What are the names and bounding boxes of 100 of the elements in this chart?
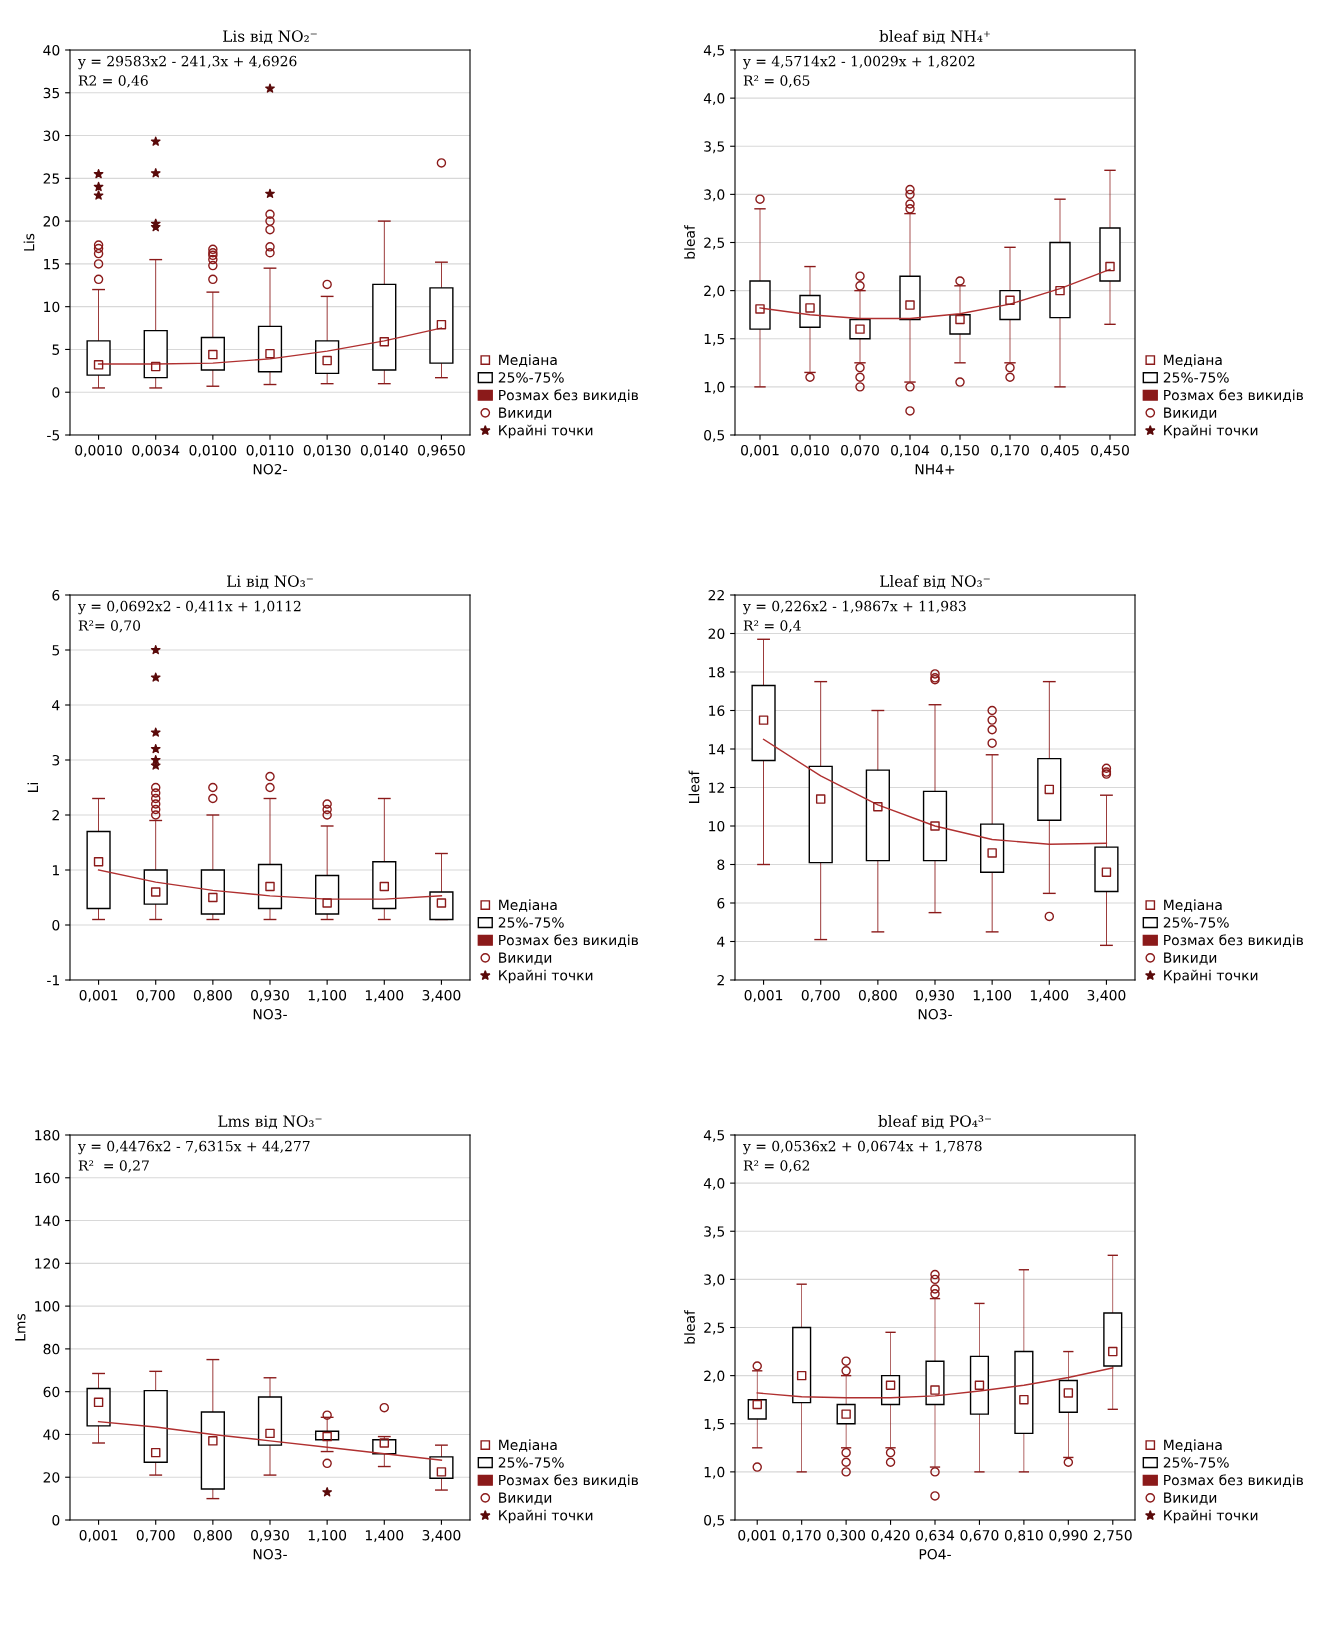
y-axis-title: Li: [27, 783, 38, 792]
legend-label: Крайні точки: [1164, 424, 1258, 439]
y-tick-label: 1,5: [704, 333, 725, 346]
legend-label: Розмах без викидів: [499, 389, 639, 403]
x-tick-label: 0,104: [891, 444, 930, 457]
x-tick-label: 1,100: [308, 989, 347, 1002]
y-tick-label: 16: [709, 705, 725, 716]
x-tick-label: 1,400: [365, 1529, 404, 1542]
x-tick-label: 0,0130: [303, 444, 351, 457]
y-tick-label: 22: [708, 589, 724, 601]
y-axis-title: bleaf: [684, 1309, 695, 1344]
y-tick-label: 4: [52, 700, 60, 711]
x-tick-label: 0,800: [193, 1529, 232, 1542]
annotation: R² = 0,27: [78, 1160, 149, 1173]
y-tick-label: -1: [47, 975, 59, 986]
x-tick-label: 0,700: [136, 989, 175, 1002]
y-tick-label: 8: [717, 859, 725, 870]
chart-title: bleaf від PO₄³⁻: [878, 1115, 992, 1129]
y-axis-title: Lleaf: [688, 770, 700, 803]
y-tick-label: 1,0: [704, 381, 725, 394]
x-tick-label: 1,400: [1030, 989, 1069, 1002]
y-tick-label: 2,0: [704, 285, 725, 298]
legend-label: Розмах без викидів: [1164, 389, 1304, 403]
legend-label: Викиди: [499, 1492, 552, 1505]
x-tick-label: 0,170: [782, 1529, 821, 1542]
y-tick-label: 2: [52, 809, 59, 821]
x-tick-label: 3,400: [1087, 989, 1126, 1002]
x-tick-label: 0,170: [991, 444, 1029, 457]
x-tick-label: 2,750: [1093, 1529, 1132, 1542]
x-tick-label: 0,001: [79, 989, 118, 1002]
y-tick-label: 3,0: [704, 1274, 725, 1287]
annotation: y = 4,5714x2 - 1,0029x + 1,8202: [742, 55, 975, 70]
chart-title: Lis від NO₂⁻: [223, 30, 317, 44]
x-tick-label: 0,930: [916, 989, 954, 1002]
y-tick-label: 20: [708, 628, 725, 639]
y-tick-label: 2,0: [704, 1370, 725, 1383]
y-tick-label: 3,0: [704, 189, 725, 202]
annotation: R² = 0,65: [743, 75, 810, 88]
x-tick-label: 0,001: [744, 989, 783, 1002]
x-tick-label: 0,450: [1091, 444, 1129, 457]
chart-title: bleaf від NH₄⁺: [879, 30, 990, 44]
annotation: R²= 0,70: [78, 620, 141, 633]
x-tick-label: 0,930: [251, 989, 289, 1002]
legend-label: Медіана: [1164, 354, 1222, 367]
y-tick-label: 3,5: [704, 141, 725, 154]
y-tick-label: 4,0: [703, 93, 725, 106]
y-tick-label: 120: [35, 1258, 60, 1269]
annotation: y = 0,0536x2 + 0,0674x + 1,7878: [742, 1140, 982, 1155]
x-tick-label: 0,930: [251, 1529, 289, 1542]
y-tick-label: 3,5: [704, 1226, 725, 1239]
x-tick-label: 0,0034: [132, 444, 180, 457]
y-axis-title: bleaf: [684, 224, 695, 259]
x-tick-label: 1,100: [973, 989, 1012, 1002]
x-tick-label: 0,0100: [189, 444, 237, 457]
y-tick-label: 35: [43, 87, 60, 99]
y-tick-label: 25: [43, 173, 60, 184]
x-tick-label: 0,670: [960, 1529, 999, 1542]
y-tick-label: 1,0: [704, 1466, 725, 1479]
legend-label: Розмах без викидів: [499, 934, 639, 948]
annotation: y = 0,0692x2 - 0,411x + 1,0112: [77, 600, 301, 615]
x-axis-title: PO4-: [919, 1548, 951, 1560]
annotation: y = 0,226x2 - 1,9867x + 11,983: [742, 600, 966, 615]
y-axis-title: Lms: [15, 1313, 26, 1341]
x-tick-label: 0,150: [941, 444, 979, 457]
y-tick-label: 10: [44, 301, 60, 313]
y-tick-label: 80: [43, 1343, 60, 1355]
x-axis-title: NH4+: [915, 464, 955, 475]
x-tick-label: 0,990: [1049, 1529, 1088, 1542]
y-tick-label: 4,0: [703, 1178, 725, 1191]
y-tick-label: 12: [709, 782, 724, 793]
x-tick-label: 0,700: [136, 1529, 175, 1542]
x-tick-label: 3,400: [422, 1529, 461, 1542]
legend-label: Викиди: [1164, 1492, 1217, 1505]
legend-label: Крайні точки: [499, 1509, 593, 1524]
y-tick-label: -5: [47, 430, 60, 441]
y-tick-label: 40: [43, 44, 60, 56]
x-tick-label: 1,400: [365, 989, 404, 1002]
legend-label: 25%-75%: [1163, 372, 1229, 383]
annotation: y = 0,4476x2 - 7,6315x + 44,277: [77, 1140, 310, 1155]
chart-title: Li від NO₃⁻: [226, 575, 313, 589]
x-tick-label: 0,010: [791, 444, 829, 457]
x-tick-label: 0,001: [741, 444, 779, 457]
chart-title: Lleaf від NO₃⁻: [880, 575, 990, 589]
x-tick-label: 0,700: [801, 989, 840, 1002]
y-tick-label: 2: [717, 974, 724, 986]
x-tick-label: 0,9650: [418, 444, 465, 457]
x-tick-label: 0,0010: [75, 444, 122, 457]
legend-label: 25%-75%: [498, 917, 564, 928]
y-tick-label: 4,5: [703, 1130, 725, 1142]
legend-label: Крайні точки: [499, 424, 593, 439]
legend-label: Медіана: [499, 354, 557, 367]
y-tick-label: 5: [52, 645, 60, 656]
legend-label: Крайні точки: [1164, 1509, 1258, 1524]
x-tick-label: 3,400: [422, 989, 461, 1002]
y-tick-label: 4: [717, 936, 725, 947]
y-tick-label: 2,5: [704, 1322, 725, 1335]
legend-label: Викиди: [499, 952, 552, 965]
legend-label: 25%-75%: [1163, 1457, 1229, 1468]
legend-label: Викиди: [499, 407, 552, 420]
x-tick-label: 0,420: [871, 1529, 910, 1542]
